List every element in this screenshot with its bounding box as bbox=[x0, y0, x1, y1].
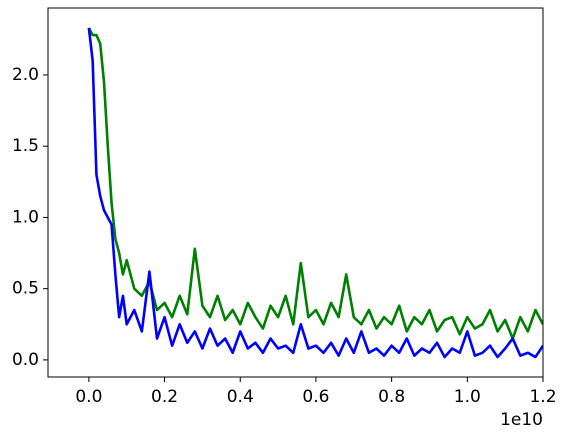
y-tick-label: 0.0 bbox=[12, 350, 39, 370]
x-tick-label: 0.4 bbox=[227, 387, 254, 407]
x-offset-label: 1e10 bbox=[500, 410, 543, 430]
x-tick-label: 1.2 bbox=[529, 387, 556, 407]
x-tick-label: 0.6 bbox=[302, 387, 329, 407]
x-tick-label: 0.8 bbox=[378, 387, 405, 407]
x-tick-label: 0.0 bbox=[75, 387, 102, 407]
plot-frame bbox=[47, 7, 544, 378]
line-series bbox=[87, 27, 543, 359]
x-tick-label: 1.0 bbox=[454, 387, 481, 407]
line-series bbox=[87, 27, 543, 340]
y-tick-label: 1.5 bbox=[12, 136, 39, 156]
y-tick-label: 2.0 bbox=[12, 65, 39, 85]
y-tick-label: 1.0 bbox=[12, 207, 39, 227]
y-tick-label: 0.5 bbox=[12, 279, 39, 299]
x-tick-label: 0.2 bbox=[151, 387, 178, 407]
